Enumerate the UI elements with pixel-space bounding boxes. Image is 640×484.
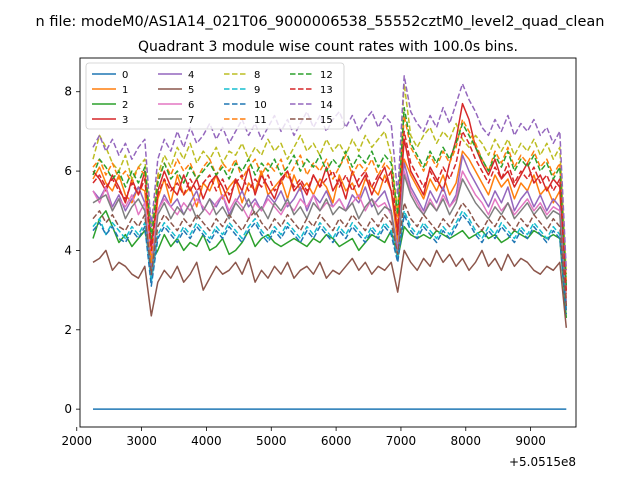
y-tick-label: 8 — [64, 85, 72, 99]
legend-label: 7 — [188, 115, 194, 126]
legend-label: 14 — [320, 100, 333, 111]
y-tick-label: 0 — [64, 402, 72, 416]
plot-frame — [79, 57, 577, 428]
x-tick-label: 2000 — [61, 434, 92, 448]
legend-label: 0 — [122, 70, 128, 81]
x-tick-label: 4000 — [191, 434, 222, 448]
series-line-2 — [92, 210, 568, 318]
series-line-13 — [92, 130, 568, 295]
series-line-5 — [92, 249, 568, 328]
x-tick-label: 9000 — [515, 434, 546, 448]
series-line-3 — [92, 102, 568, 291]
legend-label: 1 — [122, 85, 128, 96]
legend-label: 12 — [320, 70, 333, 81]
series-line-7 — [92, 174, 568, 311]
series-line-6 — [92, 170, 568, 307]
legend-box — [85, 62, 345, 130]
series-line-4 — [92, 154, 568, 303]
figure-suptitle: n file: modeM0/AS1A14_021T06_9000006538_… — [36, 14, 605, 30]
x-axis: 2000 3000 4000 5000 6000 7000 8000 9000 — [61, 427, 546, 448]
series-line-10 — [92, 213, 568, 314]
y-tick-label: 4 — [64, 243, 72, 257]
legend-label: 3 — [122, 115, 128, 126]
series-line-1 — [92, 150, 568, 299]
x-tick-label: 8000 — [451, 434, 482, 448]
legend-label: 6 — [188, 100, 194, 111]
series-line-8 — [92, 83, 568, 275]
x-offset-label: +5.0515e8 — [509, 455, 576, 469]
legend-label: 9 — [254, 85, 260, 96]
x-tick-label: 5000 — [256, 434, 287, 448]
series-line-9 — [92, 210, 568, 311]
y-axis: 0 2 4 6 8 — [64, 85, 80, 416]
series-layer — [92, 75, 568, 410]
legend-label: 2 — [122, 100, 128, 111]
y-tick-label: 6 — [64, 164, 72, 178]
legend-label: 11 — [254, 115, 267, 126]
x-tick-label: 6000 — [321, 434, 352, 448]
legend-label: 8 — [254, 70, 260, 81]
legend-label: 15 — [320, 115, 333, 126]
legend-label: 10 — [254, 100, 267, 111]
legend-label: 5 — [188, 85, 194, 96]
legend-label: 13 — [320, 85, 333, 96]
x-tick-label: 7000 — [386, 434, 417, 448]
x-tick-label: 3000 — [126, 434, 157, 448]
legend-label: 4 — [188, 70, 194, 81]
series-line-15 — [92, 202, 568, 307]
y-tick-label: 2 — [64, 323, 72, 337]
series-line-12 — [92, 106, 568, 287]
chart-title: Quadrant 3 module wise count rates with … — [138, 39, 518, 55]
